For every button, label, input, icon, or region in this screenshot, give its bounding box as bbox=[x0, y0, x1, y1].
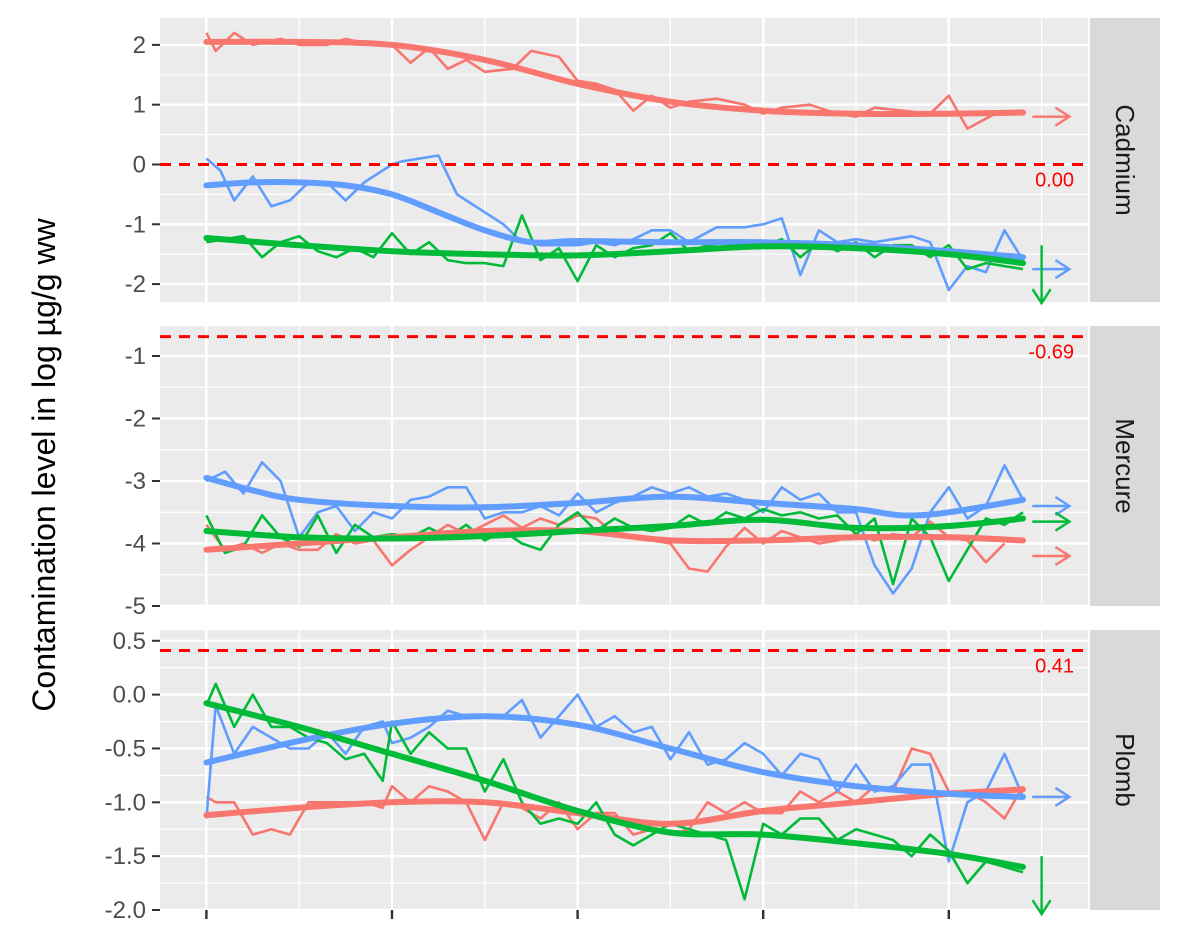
y-axis-mercure: -5 -4 -3 -2 -1 bbox=[125, 343, 160, 620]
x-axis bbox=[205, 910, 950, 919]
trend-arrow-head bbox=[1031, 288, 1052, 306]
facet-panels: -2 -1 0 1 2 Cadmium 0.00 -5 -4 -3 -2 -1 Mercure -0.69… bbox=[105, 18, 1160, 924]
threshold-label: -0.69 bbox=[1028, 342, 1074, 364]
y-axis-plomb: -2.0 -1.5 -1.0 -0.5 0.0 0.5 bbox=[105, 628, 160, 924]
y-tick-label: -1 bbox=[125, 211, 146, 238]
series-group bbox=[203, 31, 1026, 292]
trend-line bbox=[203, 713, 1026, 800]
facet-strip bbox=[1090, 630, 1160, 910]
y-tick-label: -5 bbox=[125, 593, 146, 620]
y-tick-label: 2 bbox=[133, 32, 146, 59]
y-tick-label: 0.0 bbox=[113, 682, 146, 709]
y-tick-label: -3 bbox=[125, 468, 146, 495]
trend-arrow-head bbox=[1054, 545, 1072, 567]
trend-line bbox=[203, 474, 1026, 519]
trend-line bbox=[203, 700, 1026, 870]
trend-arrow-head bbox=[1031, 899, 1052, 917]
y-tick-label: -1 bbox=[125, 343, 146, 370]
facet-strip-label: Plomb bbox=[1110, 733, 1140, 807]
y-axis-title: Contamination level in log µg/g ww bbox=[26, 217, 62, 711]
trend-arrow-head bbox=[1054, 495, 1072, 517]
y-tick-label: 0.5 bbox=[113, 628, 146, 655]
trend-line bbox=[203, 235, 1026, 267]
y-tick-label: -4 bbox=[125, 531, 146, 558]
facet-strip-label: Mercure bbox=[1110, 418, 1140, 513]
y-tick-label: -1.5 bbox=[105, 843, 146, 870]
panel-background bbox=[160, 630, 1088, 910]
y-tick-label: -1.0 bbox=[105, 789, 146, 816]
facet-strip bbox=[1090, 326, 1160, 606]
trend-line bbox=[203, 515, 1026, 542]
y-tick-label: -2 bbox=[125, 271, 146, 298]
facet-strip bbox=[1090, 18, 1160, 302]
panel-cadmium: -2 -1 0 1 2 Cadmium 0.00 bbox=[125, 18, 1160, 306]
trend-arrow-head bbox=[1054, 511, 1072, 532]
trend-arrow-head bbox=[1054, 786, 1072, 807]
panel-background bbox=[160, 326, 1088, 606]
trend-line bbox=[203, 38, 1026, 117]
panel-mercure: -5 -4 -3 -2 -1 Mercure -0.69 bbox=[125, 326, 1160, 620]
y-tick-label: -2.0 bbox=[105, 897, 146, 924]
series-group bbox=[203, 461, 1026, 595]
y-tick-label: 1 bbox=[133, 92, 146, 119]
y-tick-label: -2 bbox=[125, 406, 146, 433]
panel-plomb: -2.0 -1.5 -1.0 -0.5 0.0 0.5 Plomb 0.41 bbox=[105, 628, 1160, 924]
threshold-label: 0.00 bbox=[1035, 169, 1074, 191]
major-grid bbox=[160, 630, 1088, 912]
y-axis-cadmium: -2 -1 0 1 2 bbox=[125, 32, 160, 298]
trend-arrow-head bbox=[1054, 259, 1072, 280]
facet-strip-label: Cadmium bbox=[1110, 104, 1140, 215]
threshold-label: 0.41 bbox=[1035, 655, 1074, 677]
trend-arrow-head bbox=[1054, 106, 1072, 127]
y-tick-label: -0.5 bbox=[105, 735, 146, 762]
series-group bbox=[203, 682, 1026, 901]
y-tick-label: 0 bbox=[133, 151, 146, 178]
